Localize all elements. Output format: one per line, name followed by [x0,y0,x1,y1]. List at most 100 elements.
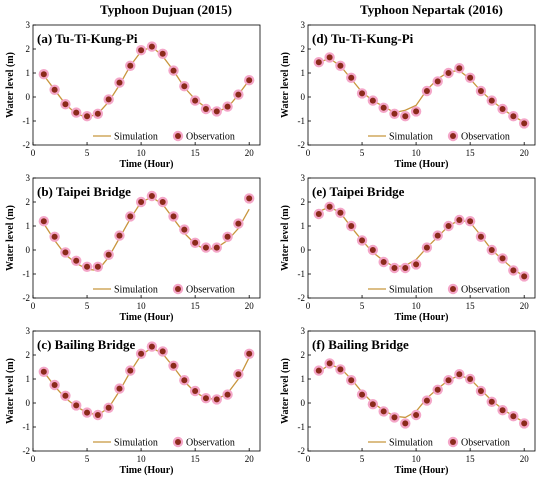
y-tick-label: 1 [26,221,31,231]
chart-panel-f: -2 -1 0 1 2 3 0 5 10 15 20 Time (Hour) Water level (… [275,326,550,479]
x-tick-label: 5 [360,301,365,311]
observation-point [192,239,199,246]
observation-point [159,348,166,355]
observation-point [499,407,506,414]
observation-point [380,408,387,415]
legend-simulation-label: Simulation [389,285,433,296]
chart-svg: -2 -1 0 1 2 3 0 5 10 15 20 Time (Hour) Water level (… [5,20,261,170]
x-tick-label: 20 [245,148,255,158]
chart-panel-d: -2 -1 0 1 2 3 0 5 10 15 20 Time (Hour) Water level (… [275,20,550,173]
plot-frame [307,177,536,299]
observation-point [202,106,209,112]
observation-point [467,74,474,81]
y-tick-label: 1 [26,68,31,78]
x-tick-label: 15 [466,454,476,464]
observation-point [138,350,145,357]
y-tick-label: 1 [301,221,306,231]
observation-point [326,360,333,367]
chart-panel-c: -2 -1 0 1 2 3 0 5 10 15 20 Time (Hour) Water level (… [0,326,275,479]
y-tick-label: 0 [301,92,306,102]
observation-point [148,193,155,199]
x-axis-label: Time (Hour) [120,312,174,323]
observation-point [510,267,517,274]
y-tick-label: 2 [301,350,306,360]
plot-frame [32,24,261,146]
observation-point [337,209,344,216]
x-tick-label: 10 [412,454,422,464]
observation-point [213,108,220,115]
observation-point [445,70,452,76]
y-axis-label: Water level (m) [280,52,291,118]
observation-point [94,412,101,418]
y-tick-label: 1 [301,374,306,384]
observation-point [510,413,517,420]
panel-title: (f) Bailing Bridge [312,337,409,352]
chart-svg: -2 -1 0 1 2 3 0 5 10 15 20 Time (Hour) Water level (… [280,20,536,170]
x-tick-label: 15 [191,454,201,464]
plot-frame [32,330,261,452]
y-tick-label: -1 [23,422,31,432]
x-tick-label: 0 [306,301,311,311]
y-tick-label: 2 [301,197,306,207]
x-axis-label: Time (Hour) [395,312,449,323]
x-tick-label: 20 [520,454,530,464]
x-axis-label: Time (Hour) [120,465,174,476]
x-tick-label: 15 [191,301,201,311]
observation-point [477,388,484,394]
observation-point [40,71,47,78]
observation-point [224,391,231,398]
observation-point [127,62,134,69]
observation-point [170,67,177,74]
y-tick-label: 0 [26,245,31,255]
observation-point [337,62,344,69]
left-column-title: Typhoon Dujuan (2015) [100,2,232,17]
observation-point [359,237,366,244]
right-column-title: Typhoon Nepartak (2016) [360,2,503,17]
x-tick-label: 10 [137,148,147,158]
observation-point [337,366,344,373]
observation-point [326,54,333,61]
observation-point [40,368,47,375]
y-tick-label: -2 [298,293,306,303]
y-tick-label: 3 [26,173,31,183]
observation-point [380,104,387,111]
observation-point [391,110,398,117]
y-tick-label: -1 [298,269,306,279]
y-tick-label: 2 [26,44,31,54]
observation-point [456,65,463,72]
observation-point [105,96,112,103]
observation-point [94,263,101,270]
observation-point [73,109,80,116]
y-tick-label: -1 [23,116,31,126]
observation-point [202,395,209,402]
observation-point [181,226,188,233]
observation-point [348,74,355,81]
x-axis-label: Time (Hour) [395,159,449,170]
chart-svg: -2 -1 0 1 2 3 0 5 10 15 20 Time (Hour) Water level (… [280,326,536,476]
observation-point [246,77,253,84]
observation-point [170,213,177,220]
observation-point [445,223,452,229]
panel-title: (a) Tu-Ti-Kung-Pi [37,31,138,46]
legend-observation-swatch [450,286,456,292]
x-tick-label: 10 [412,148,422,158]
chart-svg: -2 -1 0 1 2 3 0 5 10 15 20 Time (Hour) Water level (… [5,326,261,476]
legend-observation-label: Observation [186,132,235,143]
y-tick-label: 3 [301,173,306,183]
x-tick-label: 20 [520,301,530,311]
x-axis-label: Time (Hour) [395,465,449,476]
observation-point [116,232,123,239]
observation-point [521,120,528,127]
observation-point [326,203,333,210]
simulation-line [318,363,525,423]
x-tick-label: 20 [520,148,530,158]
chart-panel-e: -2 -1 0 1 2 3 0 5 10 15 20 Time (Hour) Water level (… [275,173,550,326]
legend-simulation-label: Simulation [114,132,158,143]
legend-simulation-label: Simulation [389,438,433,449]
observation-point [456,217,463,223]
observation-point [235,371,242,378]
observation-point [213,396,220,403]
observation-point [434,232,441,239]
observation-point [402,113,409,120]
y-tick-label: 0 [26,92,31,102]
